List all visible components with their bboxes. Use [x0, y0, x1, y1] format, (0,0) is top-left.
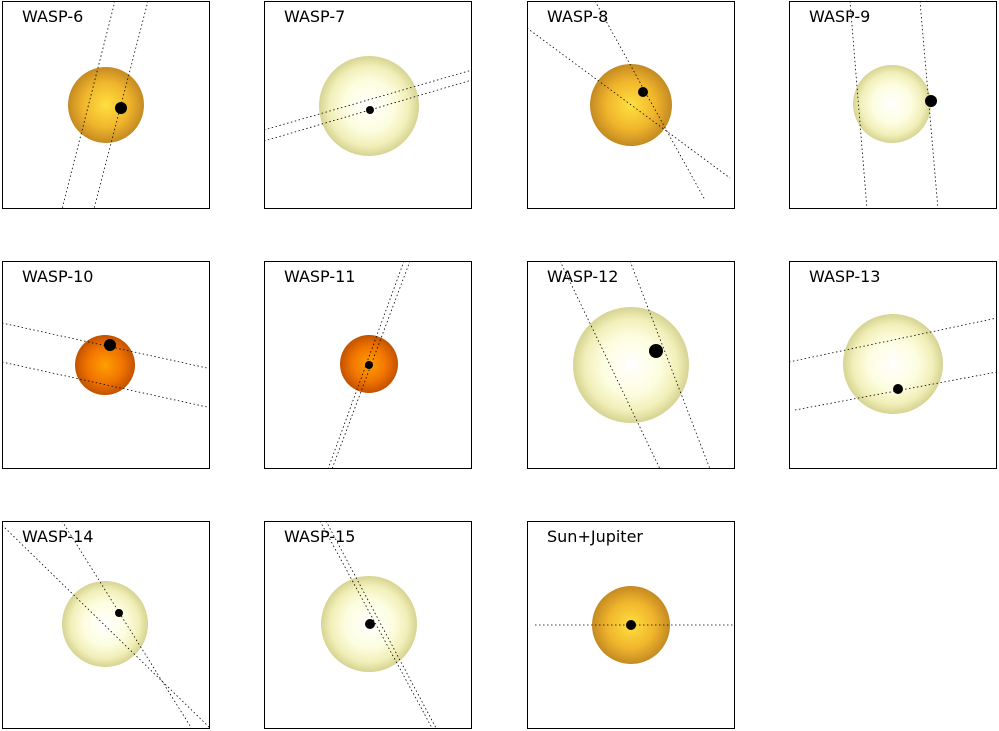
panel-frame	[264, 261, 472, 469]
panel-content	[61, 1, 149, 209]
planet	[365, 361, 373, 369]
panel: WASP-6	[2, 1, 210, 209]
panel-label: WASP-12	[547, 267, 618, 286]
star	[843, 314, 943, 414]
planet	[366, 106, 374, 114]
panel-content	[849, 1, 939, 209]
panel-content	[535, 586, 735, 664]
transit-chord	[319, 521, 433, 729]
panel-frame	[264, 1, 472, 209]
panel-label: Sun+Jupiter	[547, 527, 643, 546]
transit-chord	[629, 261, 711, 469]
panel-frame	[2, 261, 210, 469]
panel-frame	[527, 1, 735, 209]
transit-chord	[2, 361, 208, 408]
panel-frame	[789, 1, 997, 209]
panel: WASP-10	[2, 261, 210, 469]
transit-chord	[849, 1, 868, 209]
panel: WASP-12	[527, 261, 735, 469]
panel-label: WASP-9	[809, 7, 870, 26]
star	[75, 335, 135, 395]
panel-frame	[527, 261, 735, 469]
panel-content	[2, 322, 208, 408]
star	[573, 307, 689, 423]
star	[62, 581, 148, 667]
panel-label: WASP-6	[22, 7, 83, 26]
panel: WASP-15	[264, 521, 472, 729]
planet	[104, 339, 116, 351]
panel: Sun+Jupiter	[527, 521, 735, 729]
panel-frame	[789, 261, 997, 469]
transit-chord	[594, 1, 706, 201]
transit-chord	[2, 524, 210, 729]
panel: WASP-7	[264, 1, 472, 209]
panel-label: WASP-11	[284, 267, 355, 286]
panel-frame	[2, 521, 210, 729]
panel-label: WASP-15	[284, 527, 355, 546]
star	[68, 67, 144, 143]
panel-frame	[527, 521, 735, 729]
planet	[649, 344, 663, 358]
transit-chord	[264, 69, 472, 131]
panel-label: WASP-14	[22, 527, 93, 546]
transit-chord	[559, 261, 661, 469]
transit-chord	[61, 521, 193, 729]
panel-label: WASP-7	[284, 7, 345, 26]
panel-label: WASP-8	[547, 7, 608, 26]
panel-content	[2, 521, 210, 729]
panel-content	[319, 521, 437, 729]
planet	[925, 95, 937, 107]
panel-label: WASP-10	[22, 267, 93, 286]
panel: WASP-9	[789, 1, 997, 209]
panel: WASP-14	[2, 521, 210, 729]
panel-label: WASP-13	[809, 267, 880, 286]
star	[319, 56, 419, 156]
panel-frame	[264, 521, 472, 729]
panel-content	[264, 56, 472, 156]
panel-frame	[2, 1, 210, 209]
panel: WASP-8	[527, 1, 735, 209]
panel-content	[527, 1, 731, 201]
planet	[893, 384, 903, 394]
panel-content	[327, 261, 411, 469]
planet	[365, 619, 375, 629]
transit-chord	[789, 317, 997, 363]
transit-chord	[331, 261, 411, 469]
planet	[638, 87, 648, 97]
panel: WASP-13	[789, 261, 997, 469]
transit-chord	[327, 261, 405, 469]
panel-content	[559, 261, 711, 469]
planet	[115, 102, 127, 114]
star	[853, 65, 931, 143]
panel: WASP-11	[264, 261, 472, 469]
transit-chord	[325, 521, 437, 729]
planet	[115, 609, 123, 617]
planet	[626, 620, 636, 630]
panel-content	[789, 314, 997, 414]
